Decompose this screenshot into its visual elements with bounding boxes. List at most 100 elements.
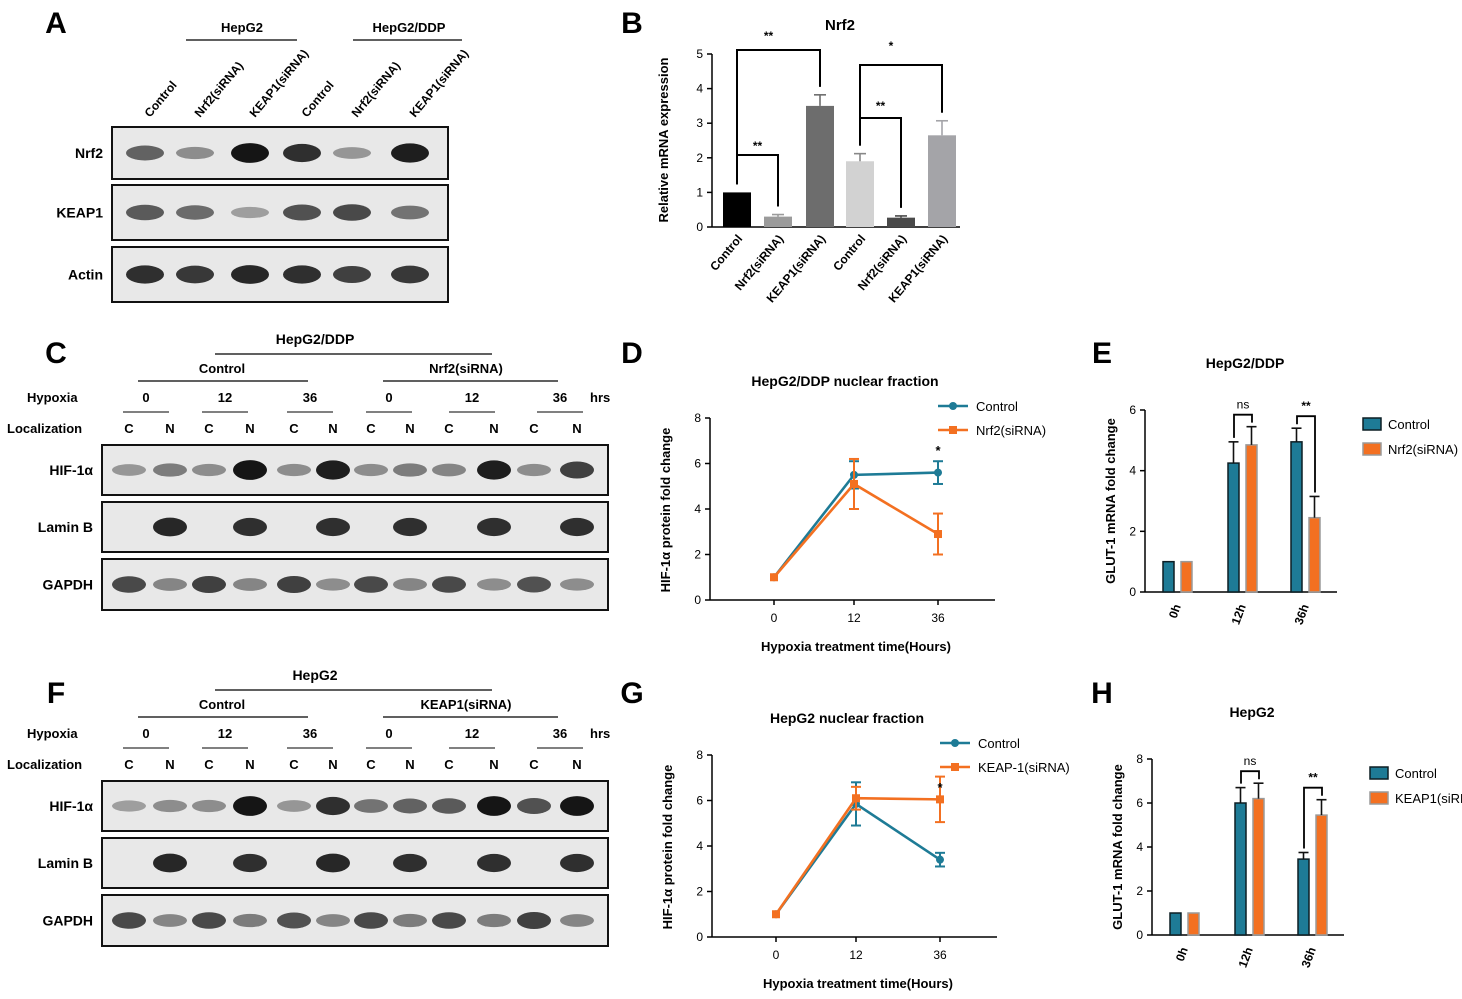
significance-bracket bbox=[736, 49, 821, 185]
significance-label: * bbox=[889, 39, 894, 53]
x-tick-label: Control bbox=[830, 232, 868, 274]
data-point bbox=[850, 479, 858, 488]
label-text: Hypoxia bbox=[27, 390, 78, 405]
band bbox=[560, 578, 594, 591]
significance-label: ns bbox=[1244, 754, 1257, 768]
fraction-label: C bbox=[289, 421, 299, 436]
series-line bbox=[774, 802, 941, 916]
blot-Nrf2 bbox=[111, 126, 449, 180]
band bbox=[277, 912, 311, 929]
blot-HIF-1α bbox=[101, 444, 609, 496]
band bbox=[316, 914, 350, 927]
band bbox=[354, 799, 388, 813]
chart-title: HepG2 nuclear fraction bbox=[770, 710, 924, 726]
data-point bbox=[852, 794, 860, 803]
panel-letter: F bbox=[47, 677, 65, 710]
band bbox=[477, 796, 511, 816]
significance-label: ns bbox=[1237, 398, 1250, 412]
y-tick-label: 0 bbox=[694, 593, 701, 607]
label-text: HepG2/DDP bbox=[373, 20, 446, 35]
band bbox=[231, 143, 269, 163]
band bbox=[283, 265, 321, 284]
label-text: Control bbox=[199, 697, 245, 712]
band bbox=[393, 517, 427, 537]
band bbox=[233, 796, 267, 816]
band bbox=[393, 463, 427, 477]
fraction-label: N bbox=[245, 757, 254, 772]
chart-title: HepG2/DDP bbox=[1206, 355, 1285, 371]
chart-D: HepG2/DDP nuclear fraction HIF-1α protein… bbox=[658, 373, 1046, 654]
lane-label: Control bbox=[142, 78, 180, 120]
x-tick-label: 0 bbox=[771, 611, 778, 625]
band bbox=[176, 146, 214, 160]
band bbox=[477, 517, 511, 537]
band bbox=[277, 800, 311, 812]
label-text: Control bbox=[199, 361, 245, 376]
fraction-label: N bbox=[489, 757, 498, 772]
band bbox=[126, 204, 164, 221]
y-tick-label: 0 bbox=[1129, 585, 1136, 599]
fraction-label: C bbox=[529, 421, 539, 436]
blot-label: Actin bbox=[68, 267, 103, 283]
blot-label: HIF-1α bbox=[49, 462, 93, 478]
time-label: 36 bbox=[553, 390, 567, 405]
fraction-label: C bbox=[366, 757, 376, 772]
bar bbox=[928, 135, 956, 227]
lane-label: Control bbox=[299, 78, 337, 120]
x-tick-label: 12 bbox=[847, 611, 861, 625]
panel-letter: G bbox=[620, 677, 643, 710]
data-point bbox=[936, 795, 944, 804]
annotation: * bbox=[937, 780, 943, 795]
y-tick-label: 4 bbox=[1129, 464, 1136, 478]
fraction-label: C bbox=[289, 757, 299, 772]
y-tick-label: 2 bbox=[1129, 524, 1136, 538]
band bbox=[560, 517, 594, 537]
legend-marker bbox=[949, 426, 957, 434]
label-text: Localization bbox=[7, 757, 82, 772]
blot-label: GAPDH bbox=[42, 577, 93, 593]
fraction-label: N bbox=[165, 421, 174, 436]
x-tick-label: 12h bbox=[1229, 602, 1249, 626]
band bbox=[153, 799, 187, 813]
fraction-label: C bbox=[444, 421, 454, 436]
bar bbox=[1308, 516, 1321, 593]
significance-label: ** bbox=[1308, 771, 1318, 785]
band bbox=[391, 205, 429, 220]
y-tick-label: 0 bbox=[1136, 928, 1143, 942]
legend-label: Control bbox=[978, 736, 1020, 751]
band bbox=[316, 460, 350, 480]
band bbox=[233, 517, 267, 537]
y-tick-label: 2 bbox=[694, 548, 701, 562]
bar bbox=[764, 216, 792, 227]
bar bbox=[1234, 802, 1247, 936]
significance-label: ** bbox=[1301, 399, 1311, 413]
label-text: HepG2/DDP bbox=[276, 331, 355, 347]
y-tick-label: 4 bbox=[1136, 840, 1143, 854]
panel-letter: H bbox=[1091, 677, 1113, 710]
band bbox=[316, 578, 350, 591]
band bbox=[354, 576, 388, 593]
x-tick-label: 12h bbox=[1236, 945, 1256, 969]
chart-title: Nrf2 bbox=[825, 17, 855, 34]
bar bbox=[846, 161, 874, 227]
fraction-label: N bbox=[572, 421, 581, 436]
band bbox=[231, 206, 269, 219]
band bbox=[333, 204, 371, 221]
legend-label: KEAP-1(siRNA) bbox=[978, 760, 1070, 775]
blot-label: Lamin B bbox=[38, 519, 93, 535]
blot-label: Nrf2 bbox=[75, 145, 103, 161]
significance-label: ** bbox=[876, 99, 886, 113]
legend-swatch bbox=[1362, 442, 1382, 456]
bar bbox=[1187, 912, 1200, 936]
time-label: 0 bbox=[385, 390, 392, 405]
fraction-label: C bbox=[444, 757, 454, 772]
band bbox=[477, 460, 511, 480]
y-tick-label: 8 bbox=[1136, 752, 1143, 766]
band bbox=[192, 463, 226, 477]
blot-KEAP1 bbox=[111, 184, 449, 241]
band bbox=[316, 853, 350, 873]
fraction-label: C bbox=[366, 421, 376, 436]
chart-title: HepG2 bbox=[1229, 704, 1274, 720]
bar bbox=[1290, 441, 1303, 593]
panel-letter: C bbox=[45, 337, 67, 370]
